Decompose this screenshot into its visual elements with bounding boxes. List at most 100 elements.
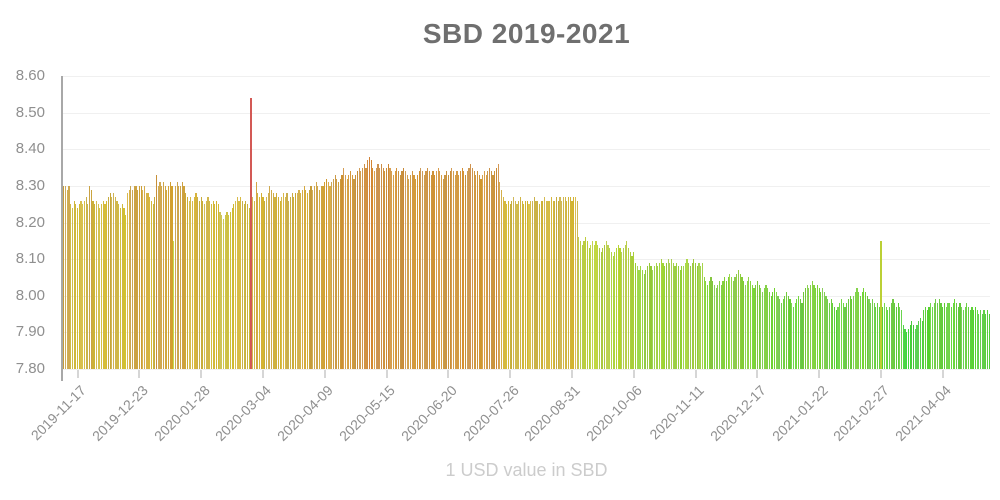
bar: [183, 185, 185, 369]
bar: [135, 185, 137, 369]
bar: [78, 204, 80, 369]
x-axis-tick-label: 2020-01-28: [150, 382, 213, 444]
bar: [495, 167, 498, 369]
bar: [214, 204, 216, 369]
bar: [643, 273, 645, 369]
bar: [360, 171, 362, 369]
bar: [188, 200, 190, 369]
bar: [578, 237, 580, 369]
bar: [353, 178, 355, 369]
bar: [557, 200, 559, 369]
y-axis-labels: 8.60 8.50 8.40 8.30 8.20 8.10 8.00 7.90 7.80: [0, 68, 54, 377]
bar: [646, 266, 649, 369]
bar: [816, 284, 819, 369]
bar: [983, 310, 985, 369]
bar: [80, 200, 82, 369]
bar: [186, 196, 189, 369]
bar: [332, 178, 334, 369]
x-axis-tick-label: 2020-10-06: [583, 382, 646, 444]
bar: [413, 174, 415, 369]
bar: [468, 167, 470, 369]
bar: [722, 281, 724, 369]
bar: [691, 262, 693, 369]
bar: [94, 204, 96, 369]
bar: [169, 182, 171, 369]
bar: [760, 288, 762, 369]
bar: [552, 200, 554, 369]
bar: [276, 193, 278, 369]
bar: [478, 174, 480, 369]
bar: [492, 174, 494, 369]
x-axis-tick: [880, 370, 882, 378]
bar: [985, 314, 987, 369]
bar: [224, 215, 226, 369]
bar: [147, 193, 149, 369]
x-axis-tick: [632, 370, 635, 378]
bar: [262, 196, 264, 369]
bar: [373, 171, 376, 369]
bar: [315, 182, 317, 369]
bar: [97, 204, 99, 369]
bar: [914, 328, 916, 369]
bar: [277, 196, 280, 369]
bar: [688, 262, 690, 369]
bar: [241, 200, 243, 369]
bar: [174, 185, 177, 369]
bar: [506, 204, 508, 369]
bar: [535, 200, 537, 369]
bar: [768, 292, 770, 369]
bar: [605, 240, 607, 369]
bar: [386, 167, 388, 369]
bar: [85, 196, 87, 369]
bar: [365, 167, 367, 369]
bar: [586, 240, 589, 369]
bar: [787, 295, 789, 369]
bar: [658, 262, 661, 369]
bar: [803, 292, 805, 369]
bar: [274, 196, 276, 369]
bar: [131, 189, 134, 369]
bar: [470, 163, 472, 369]
bar: [576, 200, 578, 369]
bar: [533, 196, 535, 369]
bar: [698, 262, 700, 369]
bar: [734, 277, 736, 369]
bar: [82, 204, 84, 369]
bar: [612, 255, 614, 369]
y-axis-tick-label: 8.20: [15, 213, 45, 231]
bar: [521, 200, 523, 369]
bar: [485, 174, 487, 369]
y-axis-tick-label: 8.30: [15, 176, 45, 194]
bar: [497, 163, 499, 369]
bar: [943, 303, 946, 369]
bar: [234, 200, 237, 369]
bar: [428, 171, 431, 369]
bar: [629, 251, 631, 369]
bar: [883, 303, 885, 369]
bar: [269, 185, 271, 369]
bar: [573, 196, 575, 369]
bar: [171, 185, 173, 369]
bar: [375, 167, 377, 369]
bar: [513, 196, 515, 369]
bar: [878, 306, 880, 369]
bar: [937, 303, 939, 369]
bar: [106, 200, 108, 369]
bar: [257, 193, 259, 369]
bar: [569, 196, 571, 369]
bar: [380, 163, 383, 369]
bar: [193, 196, 195, 369]
bar: [955, 303, 958, 369]
bar: [490, 171, 492, 369]
bar: [343, 167, 345, 369]
bar: [961, 306, 963, 369]
bar: [875, 306, 877, 369]
bar: [126, 193, 128, 369]
bar: [389, 167, 391, 369]
bar: [585, 237, 587, 369]
bar: [919, 317, 922, 369]
bar: [167, 185, 170, 369]
bar: [528, 204, 530, 369]
bar: [986, 310, 988, 369]
bar: [145, 193, 147, 369]
